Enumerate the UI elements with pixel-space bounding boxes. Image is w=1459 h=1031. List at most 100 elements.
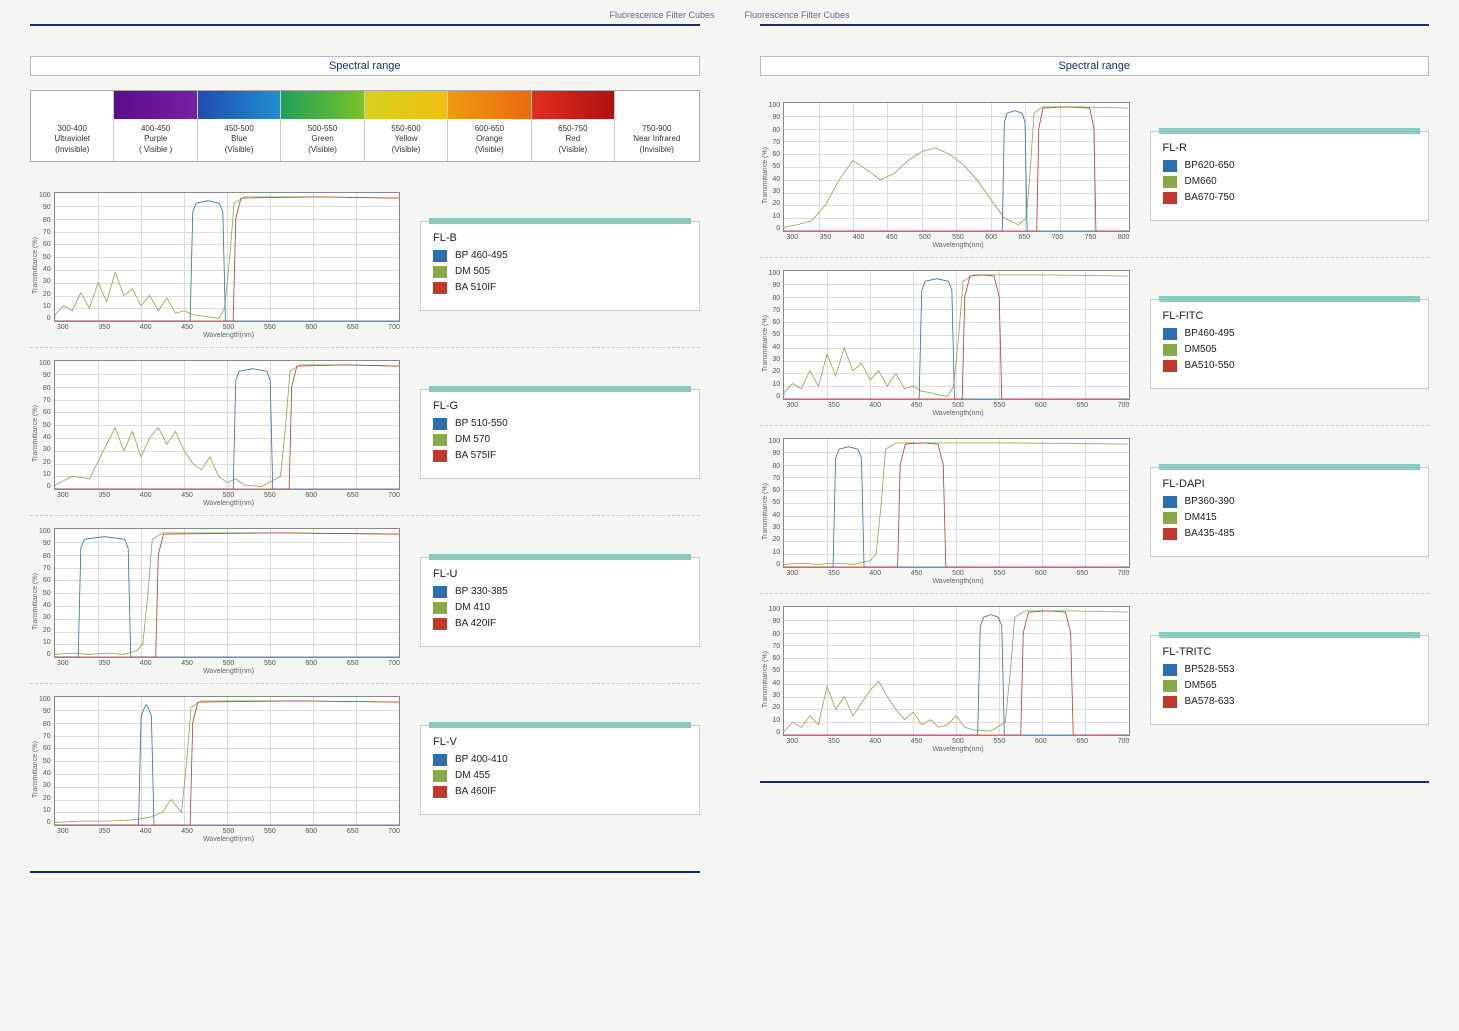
legend-item: BA 460IF xyxy=(433,786,687,798)
legend-item: DM 505 xyxy=(433,266,687,278)
x-ticks: 300350400450500550600650700 xyxy=(57,826,400,835)
plot-area xyxy=(54,696,400,826)
header-tab-right: Fluorescence Filter Cubes xyxy=(745,10,850,20)
right-charts: Transmittance (%)10090807060504030201003… xyxy=(760,90,1430,761)
chart-row: Transmittance (%)10090807060504030201003… xyxy=(30,516,700,684)
legend-swatch xyxy=(433,250,447,262)
spectrum-cell: 400-450Purple( Visible ) xyxy=(114,91,197,161)
y-ticks: 1009080706050403020100 xyxy=(769,438,784,568)
y-ticks: 1009080706050403020100 xyxy=(39,360,54,490)
x-axis-label: Wavelength(nm) xyxy=(787,745,1130,753)
legend-swatch xyxy=(433,266,447,278)
chart-wrap: Transmittance (%)10090807060504030201003… xyxy=(760,102,1130,249)
x-ticks: 300350400450500550600650700 xyxy=(787,400,1130,409)
legend-box: FL-VBP 400-410DM 455BA 460IF xyxy=(420,725,700,815)
x-ticks: 300350400450500550600650700 xyxy=(57,490,400,499)
x-axis-label: Wavelength(nm) xyxy=(787,241,1130,249)
y-ticks: 1009080706050403020100 xyxy=(39,192,54,322)
plot-area xyxy=(783,606,1129,736)
legend-item: DM 570 xyxy=(433,434,687,446)
legend-accent xyxy=(429,386,691,392)
legend-item: DM 455 xyxy=(433,770,687,782)
legend-label: BA510-550 xyxy=(1185,360,1235,371)
plot-area xyxy=(54,360,400,490)
y-axis-label: Transmittance (%) xyxy=(30,696,39,843)
legend-accent xyxy=(429,722,691,728)
legend-item: BP360-390 xyxy=(1163,496,1417,508)
section-title-left: Spectral range xyxy=(30,56,700,76)
legend-swatch xyxy=(1163,344,1177,356)
chart-row: Transmittance (%)10090807060504030201003… xyxy=(30,684,700,851)
chart-row: Transmittance (%)10090807060504030201003… xyxy=(760,426,1430,594)
x-axis-label: Wavelength(nm) xyxy=(57,331,400,339)
legend-item: BA435-485 xyxy=(1163,528,1417,540)
legend-box: FL-BBP 460-495DM 505BA 510IF xyxy=(420,221,700,311)
legend-label: BP360-390 xyxy=(1185,496,1235,507)
plot-area xyxy=(54,192,400,322)
legend-label: BA 575IF xyxy=(455,450,496,461)
x-axis-label: Wavelength(nm) xyxy=(57,835,400,843)
legend-swatch xyxy=(1163,176,1177,188)
y-axis-label: Transmittance (%) xyxy=(760,606,769,753)
x-ticks: 300350400450500550600650700 xyxy=(57,658,400,667)
legend-accent xyxy=(429,554,691,560)
legend-title: FL-R xyxy=(1163,142,1417,154)
top-rule-left xyxy=(30,24,700,26)
spectrum-color xyxy=(448,91,531,119)
legend-swatch xyxy=(1163,696,1177,708)
legend-accent xyxy=(1159,296,1421,302)
chart-row: Transmittance (%)10090807060504030201003… xyxy=(760,90,1430,258)
legend-box: FL-R BP620-650 DM660 BA670-750 xyxy=(1150,131,1430,221)
plot-area xyxy=(54,528,400,658)
legend-swatch xyxy=(433,418,447,430)
x-axis-label: Wavelength(nm) xyxy=(787,577,1130,585)
chart-row: Transmittance (%)10090807060504030201003… xyxy=(760,594,1430,761)
legend-swatch xyxy=(433,586,447,598)
legend-label: BP460-495 xyxy=(1185,328,1235,339)
legend-label: DM 505 xyxy=(455,266,490,277)
legend-item: BA670-750 xyxy=(1163,192,1417,204)
page-columns: Spectral range 300-400Ultraviolet(Invisi… xyxy=(30,24,1429,873)
legend-item: DM660 xyxy=(1163,176,1417,188)
y-axis-label: Transmittance (%) xyxy=(760,270,769,417)
legend-label: BP 330-385 xyxy=(455,586,508,597)
chart-wrap: Transmittance (%)10090807060504030201003… xyxy=(760,270,1130,417)
legend-label: BP 400-410 xyxy=(455,754,508,765)
legend-accent xyxy=(1159,128,1421,134)
legend-label: DM660 xyxy=(1185,176,1217,187)
legend-box: FL-TRITCBP528-553DM565BA578-633 xyxy=(1150,635,1430,725)
chart-wrap: Transmittance (%)10090807060504030201003… xyxy=(30,192,400,339)
legend-swatch xyxy=(1163,680,1177,692)
y-ticks: 1009080706050403020100 xyxy=(769,270,784,400)
plot-area xyxy=(783,270,1129,400)
x-ticks: 300350400450500550600650700 xyxy=(787,736,1130,745)
legend-accent xyxy=(429,218,691,224)
legend-item: BP 330-385 xyxy=(433,586,687,598)
legend-swatch xyxy=(1163,328,1177,340)
left-charts: Transmittance (%)10090807060504030201003… xyxy=(30,180,700,851)
spectrum-color xyxy=(532,91,615,119)
header-tab-left: Fluorescence Filter Cubes xyxy=(609,10,714,20)
legend-label: DM 410 xyxy=(455,602,490,613)
legend-box: FL-UBP 330-385DM 410BA 420IF xyxy=(420,557,700,647)
plot-area xyxy=(783,102,1129,232)
legend-title: FL-G xyxy=(433,400,687,412)
chart-wrap: Transmittance (%)10090807060504030201003… xyxy=(760,606,1130,753)
spectrum-cell: 550-600Yellow(Visible) xyxy=(365,91,448,161)
legend-label: DM415 xyxy=(1185,512,1217,523)
spectrum-cell: 650-750Red(Visible) xyxy=(532,91,615,161)
legend-swatch xyxy=(1163,664,1177,676)
spectrum-color xyxy=(365,91,448,119)
spectrum-cell: 450-500Blue(Visible) xyxy=(198,91,281,161)
legend-swatch xyxy=(1163,192,1177,204)
legend-item: BA 510IF xyxy=(433,282,687,294)
x-axis-label: Wavelength(nm) xyxy=(57,667,400,675)
chart-wrap: Transmittance (%)10090807060504030201003… xyxy=(30,696,400,843)
y-axis-label: Transmittance (%) xyxy=(30,360,39,507)
legend-label: BP528-553 xyxy=(1185,664,1235,675)
y-axis-label: Transmittance (%) xyxy=(760,438,769,585)
legend-item: BP620-650 xyxy=(1163,160,1417,172)
chart-row: Transmittance (%)10090807060504030201003… xyxy=(30,348,700,516)
legend-swatch xyxy=(433,754,447,766)
y-axis-label: Transmittance (%) xyxy=(30,192,39,339)
